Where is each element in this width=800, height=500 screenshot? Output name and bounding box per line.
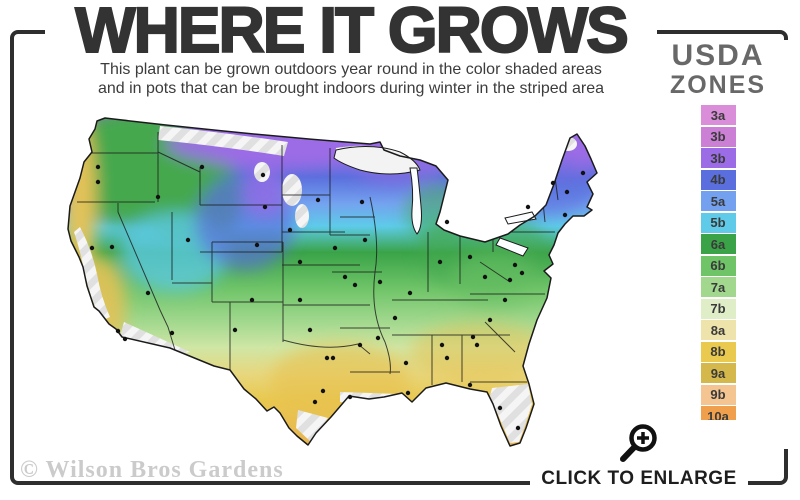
city-dots (89, 164, 586, 431)
city-dot (403, 360, 409, 366)
legend-title-zones: ZONES (669, 71, 767, 99)
city-dot (407, 290, 413, 296)
city-dot (342, 274, 348, 280)
city-dot (497, 405, 503, 411)
city-dot (525, 204, 531, 210)
city-dot (352, 282, 358, 288)
legend-swatch-6b: 6b (700, 255, 736, 276)
page-title: WHERE IT GROWS (74, 0, 630, 66)
city-dot (405, 390, 411, 396)
city-dot (444, 219, 450, 225)
legend-swatch-9b: 9b (700, 384, 736, 405)
city-dot (155, 194, 161, 200)
subtitle-line-1: This plant can be grown outdoors year ro… (100, 61, 602, 78)
city-dot (377, 279, 383, 285)
city-dot (315, 197, 321, 203)
city-dot (519, 270, 525, 276)
city-dot (122, 336, 128, 342)
city-dot (375, 335, 381, 341)
city-dot (392, 315, 398, 321)
legend-swatch-3a: 3a (700, 105, 736, 125)
city-dot (89, 245, 95, 251)
usda-zone-map[interactable] (40, 112, 620, 468)
city-dot (507, 277, 513, 283)
city-dot (260, 172, 266, 178)
legend-swatch-9a: 9a (700, 363, 736, 383)
city-dot (320, 388, 326, 394)
city-dot (444, 355, 450, 361)
city-dot (470, 334, 476, 340)
usda-zones-legend: USDA ZONES 3a 3b 3b 4b 5a 5b 6a 6b 7a 7b 8a 8b 9a 9b 1… (648, 40, 788, 449)
enlarge-label: CLICK TO ENLARGE (541, 468, 737, 489)
city-dot (254, 242, 260, 248)
legend-title-usda: USDA (671, 39, 765, 72)
header: WHERE IT GROWS This plant can be grown o… (45, 0, 657, 100)
legend-swatch-3b: 3b (700, 148, 736, 168)
city-dot (474, 342, 480, 348)
enlarge-button[interactable]: CLICK TO ENLARGE (530, 420, 748, 496)
zone-swatch-list: 3a3b3b4b5a5b6a6b7a7b8a8b9a9b10a10b (648, 105, 788, 448)
city-dot (297, 259, 303, 265)
legend-swatch-5a: 5a (700, 191, 736, 211)
state-borders (77, 132, 559, 385)
city-dot (330, 355, 336, 361)
legend-swatch-4b: 4b (700, 169, 736, 190)
city-dot (95, 164, 101, 170)
legend-swatch-7b: 7b (700, 298, 736, 319)
city-dot (169, 330, 175, 336)
city-dot (487, 317, 493, 323)
city-dot (95, 179, 101, 185)
legend-swatch-3b: 3b (700, 126, 736, 147)
city-dot (564, 189, 570, 195)
city-dot (199, 164, 205, 170)
city-dot (467, 382, 473, 388)
city-dot (232, 327, 238, 333)
city-dot (357, 342, 363, 348)
legend-swatch-8a: 8a (700, 320, 736, 340)
city-dot (439, 342, 445, 348)
city-dot (580, 170, 586, 176)
city-dot (359, 199, 365, 205)
city-dot (324, 355, 330, 361)
city-dot (482, 274, 488, 280)
city-dot (287, 227, 293, 233)
city-dot (550, 180, 556, 186)
city-dot (347, 394, 353, 400)
magnifier-icon[interactable] (616, 422, 662, 466)
legend-swatch-8b: 8b (700, 341, 736, 362)
city-dot (515, 425, 521, 431)
city-dot (297, 297, 303, 303)
legend-swatch-7a: 7a (700, 277, 736, 297)
city-dot (312, 399, 318, 405)
city-dot (307, 327, 313, 333)
city-dot (262, 204, 268, 210)
city-dot (562, 212, 568, 218)
city-dot (502, 297, 508, 303)
city-dot (467, 254, 473, 260)
city-dot (332, 245, 338, 251)
city-dot (185, 237, 191, 243)
city-dot (115, 328, 121, 334)
city-dot (145, 290, 151, 296)
legend-swatch-6a: 6a (700, 234, 736, 254)
city-dot (109, 244, 115, 250)
city-dot (362, 237, 368, 243)
watermark: © Wilson Bros Gardens (20, 457, 284, 483)
great-lakes (333, 145, 537, 257)
legend-swatch-5b: 5b (700, 212, 736, 233)
city-dot (437, 259, 443, 265)
city-dot (249, 297, 255, 303)
subtitle-line-2: and in pots that can be brought indoors … (97, 80, 605, 97)
city-dot (512, 262, 518, 268)
